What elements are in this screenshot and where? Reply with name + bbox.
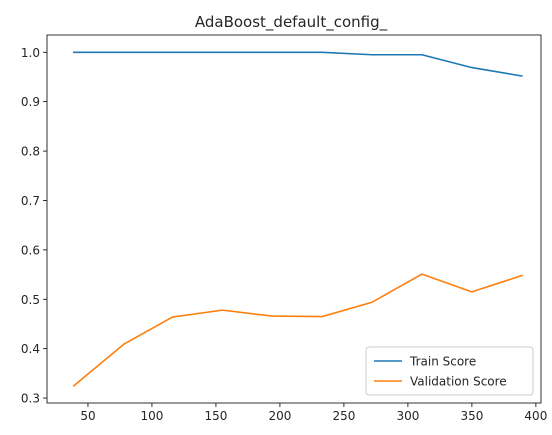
y-tick-label: 0.6	[21, 243, 40, 257]
x-tick-label: 100	[140, 409, 163, 423]
x-tick-label: 150	[204, 409, 227, 423]
series-lines	[72, 51, 523, 387]
plot-area	[46, 34, 542, 404]
plot-frame	[46, 34, 542, 404]
y-tick-label: 0.7	[21, 194, 40, 208]
series-line-train-score	[73, 51, 523, 77]
legend-label: Validation Score	[410, 375, 507, 389]
y-tick-label: 0.4	[21, 342, 40, 356]
x-tick-label: 50	[80, 409, 95, 423]
legend-box	[365, 346, 534, 396]
y-tick-label: 1.0	[21, 46, 40, 60]
y-axis: 0.3 0.4 0.5 0.6 0.7 0.8 0.9 1.0	[21, 46, 47, 406]
y-tick-label: 0.5	[21, 293, 40, 307]
x-tick-label: 250	[332, 409, 355, 423]
legend: Train Score Validation Score	[365, 346, 534, 396]
y-tick-label: 0.8	[21, 145, 40, 159]
y-tick-label: 0.3	[21, 392, 40, 406]
x-tick-label: 350	[460, 409, 483, 423]
series-line-validation-score	[72, 273, 523, 387]
legend-label: Train Score	[409, 355, 476, 369]
x-tick-label: 300	[396, 409, 419, 423]
x-tick-label: 400	[524, 409, 547, 423]
y-tick-label: 0.9	[21, 95, 40, 109]
chart-title: AdaBoost_default_config_	[195, 13, 388, 32]
x-axis: 50 100 150 200 250 300 350 400	[80, 403, 547, 423]
x-tick-label: 200	[268, 409, 291, 423]
